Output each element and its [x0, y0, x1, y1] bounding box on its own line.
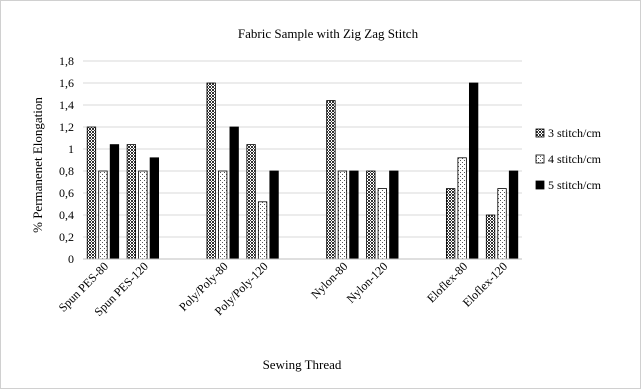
bar-2-5 [337, 170, 348, 260]
y-tick-label: 0,2 [59, 230, 74, 244]
bar-2-6 [377, 188, 387, 260]
bar-3-8 [508, 170, 519, 260]
bar-1-4 [246, 144, 256, 260]
x-axis-label: Sewing Thread [263, 357, 342, 372]
bar-3-1 [109, 144, 120, 260]
bar-1-3 [206, 82, 216, 260]
bar-1-6 [366, 170, 376, 260]
bar-2-4 [257, 201, 268, 260]
bar-3-6 [389, 170, 399, 260]
bar-3-3 [229, 126, 239, 260]
chart-title: Fabric Sample with Zig Zag Stitch [238, 26, 419, 41]
y-tick-label: 1 [68, 142, 74, 156]
y-tick-label: 0,6 [59, 186, 74, 200]
y-tick-label: 0 [68, 252, 74, 266]
bar-2-1 [98, 170, 108, 260]
bar-1-1 [86, 126, 97, 260]
bar-1-2 [126, 144, 137, 260]
y-tick-label: 1,8 [59, 54, 74, 68]
legend: 3 stitch/cm 4 stitch/cm 5 stitch/cm [535, 126, 602, 192]
bar-1-7 [445, 188, 456, 260]
legend-swatch [535, 180, 545, 190]
y-tick-label: 0,4 [59, 208, 74, 222]
legend-label: 4 stitch/cm [548, 152, 602, 166]
y-tick-label: 1,4 [59, 98, 74, 112]
bar-3-5 [349, 170, 359, 260]
bar-1-5 [326, 100, 336, 260]
bar-2-3 [218, 170, 228, 260]
bar-2-8 [497, 188, 507, 260]
legend-swatch [535, 128, 545, 138]
bar-1-8 [485, 214, 496, 260]
y-tick-label: 0,8 [59, 164, 74, 178]
y-tick-label: 1,6 [59, 76, 74, 90]
legend-swatch [535, 154, 545, 164]
legend-label: 5 stitch/cm [548, 178, 602, 192]
bars [86, 82, 519, 260]
y-axis-ticks: 0 0,2 0,4 0,6 0,8 1 1,2 1,4 1,6 1,8 [59, 54, 74, 266]
bar-2-2 [138, 170, 148, 260]
bar-3-2 [149, 157, 160, 260]
legend-label: 3 stitch/cm [548, 126, 602, 140]
y-tick-label: 1,2 [59, 120, 74, 134]
bar-3-7 [468, 82, 479, 260]
bar-3-4 [269, 170, 279, 260]
y-axis-label: % Permanenet Elongation [30, 97, 45, 233]
bar-2-7 [457, 157, 467, 260]
